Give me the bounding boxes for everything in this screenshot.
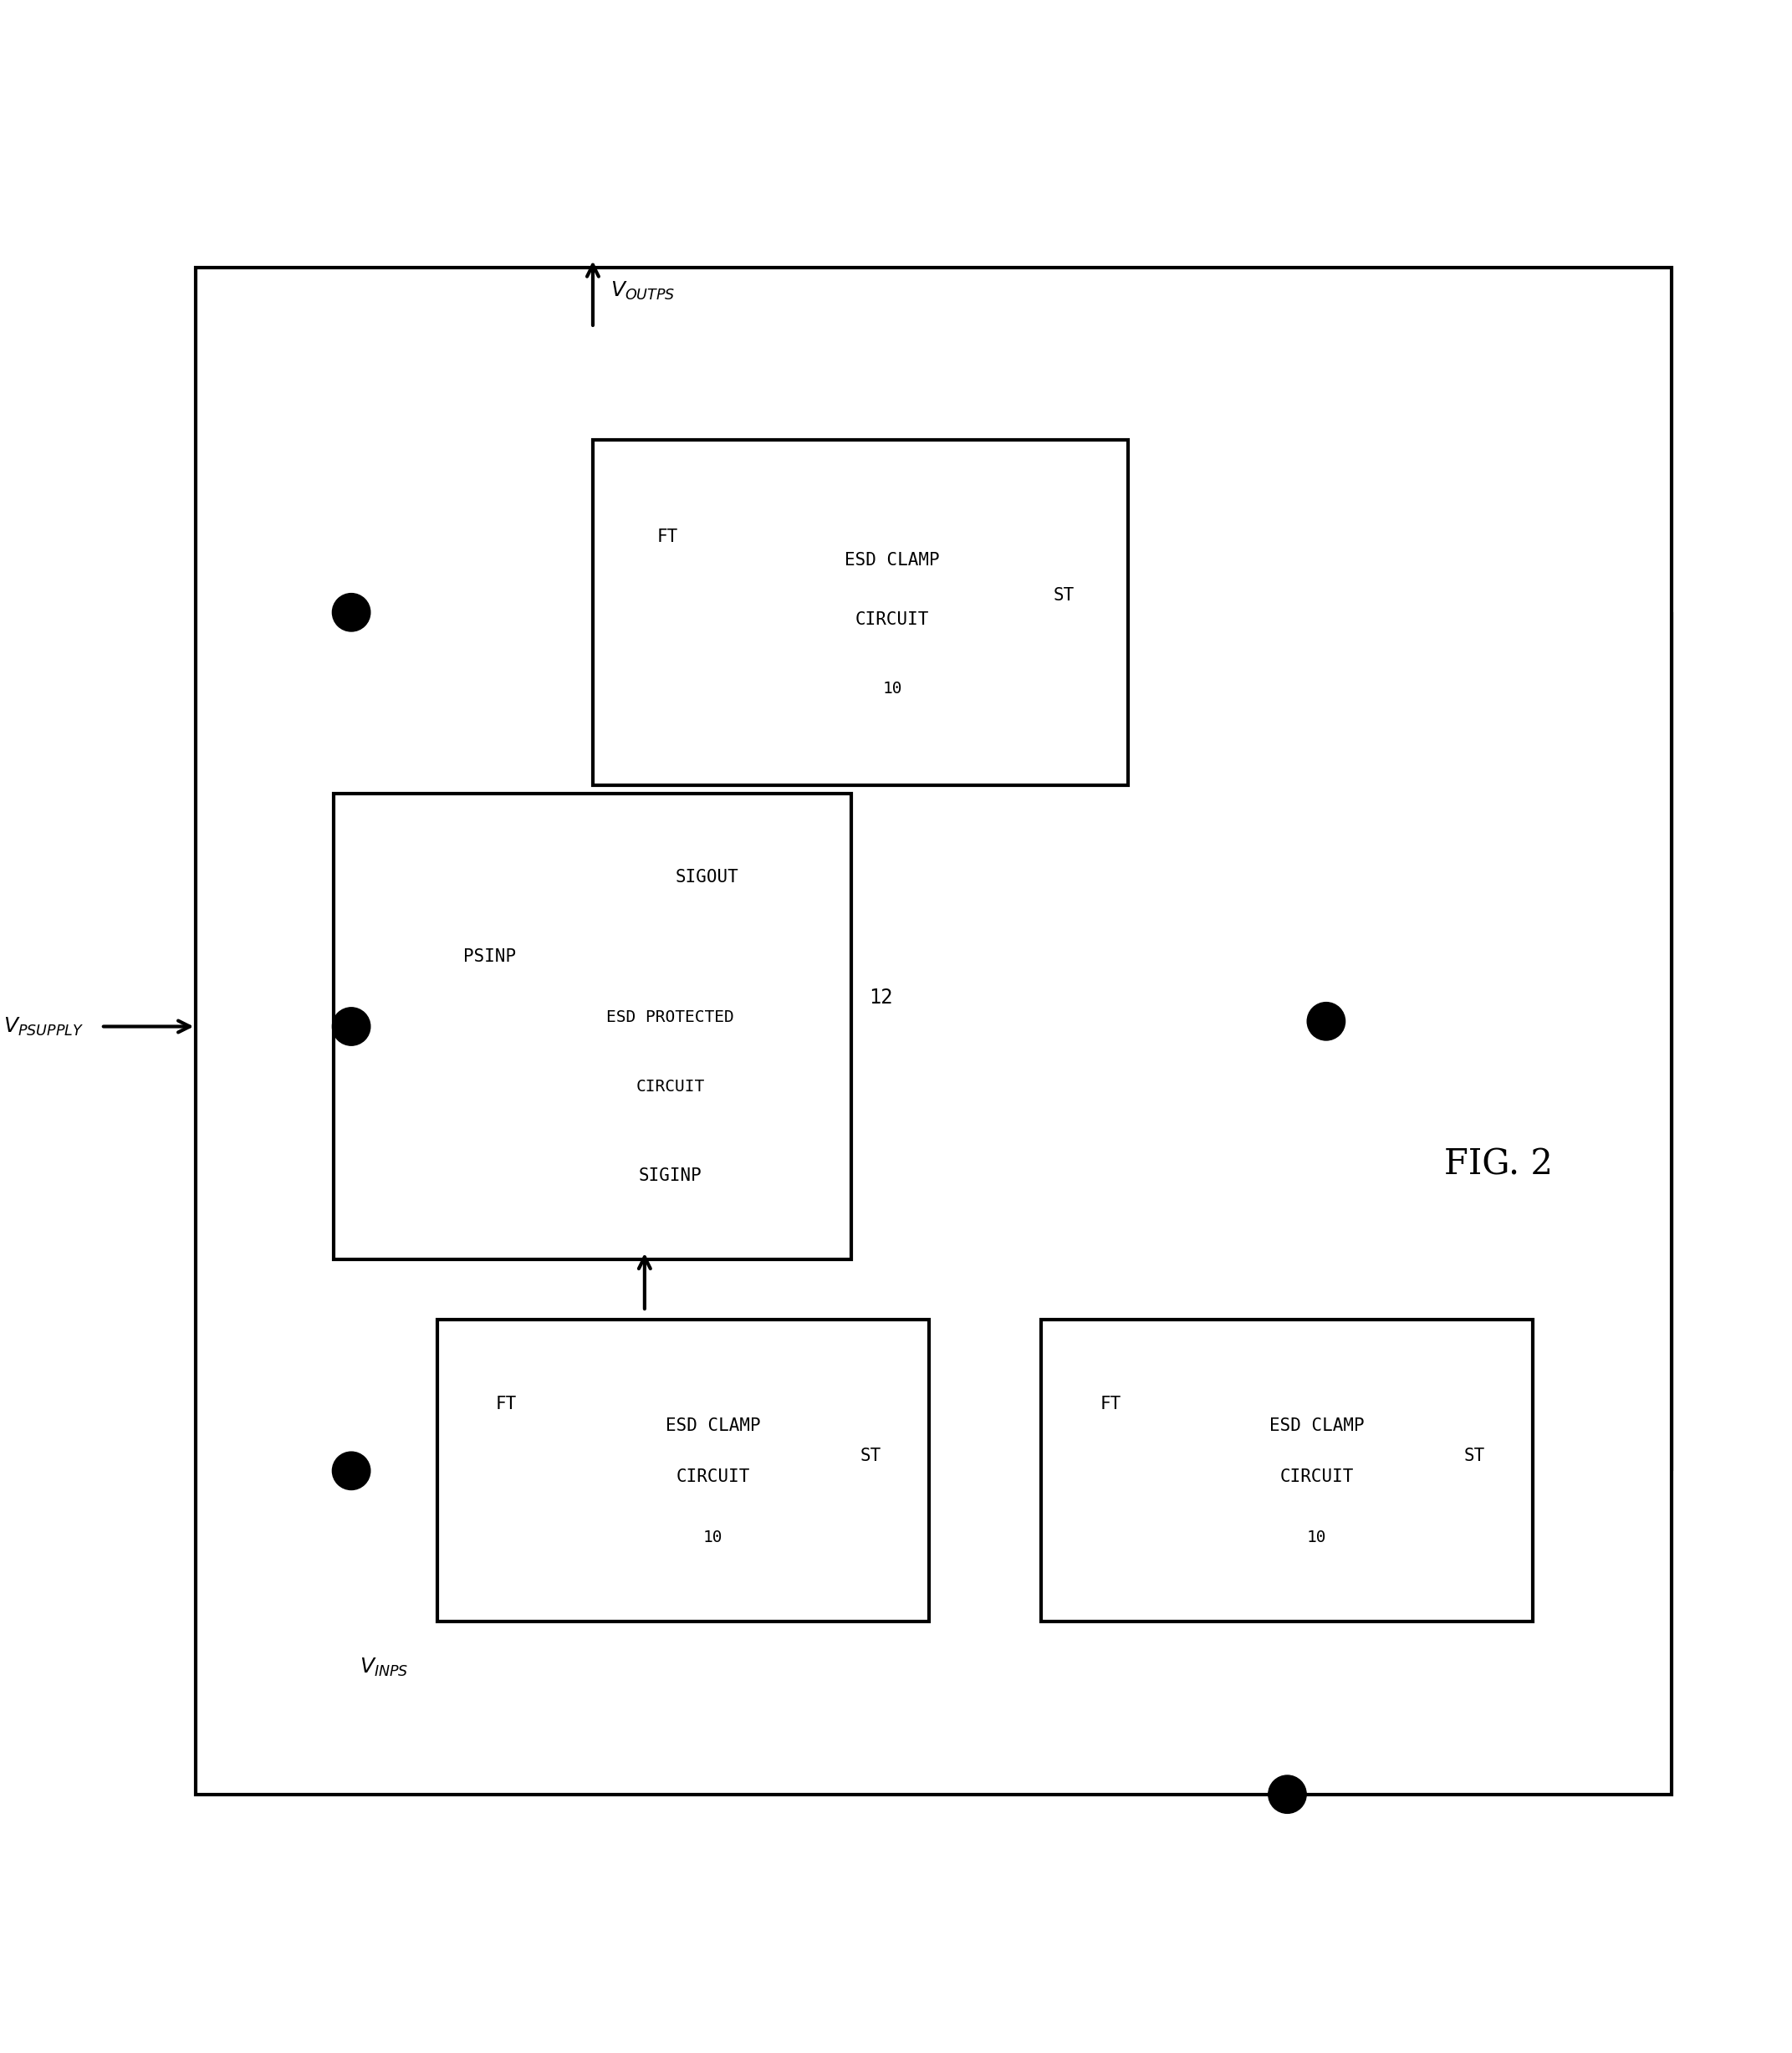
Circle shape xyxy=(332,593,371,632)
Text: ST: ST xyxy=(1464,1447,1486,1464)
Text: ST: ST xyxy=(860,1447,882,1464)
Text: $V_{INPS}$: $V_{INPS}$ xyxy=(360,1657,409,1677)
Text: PSINP: PSINP xyxy=(462,948,516,965)
Text: ESD CLAMP: ESD CLAMP xyxy=(1269,1417,1364,1433)
Text: FT: FT xyxy=(1100,1396,1120,1412)
Text: ESD CLAMP: ESD CLAMP xyxy=(844,552,939,569)
Circle shape xyxy=(332,1451,371,1490)
Text: 10: 10 xyxy=(702,1529,722,1546)
Bar xyxy=(437,1320,930,1622)
Text: SIGINP: SIGINP xyxy=(638,1168,702,1185)
Text: FT: FT xyxy=(496,1396,516,1412)
Bar xyxy=(195,267,1672,1794)
Circle shape xyxy=(1269,1776,1306,1813)
Circle shape xyxy=(332,1008,371,1045)
Text: 10: 10 xyxy=(1306,1529,1326,1546)
Text: ESD PROTECTED: ESD PROTECTED xyxy=(607,1010,735,1024)
Text: 12: 12 xyxy=(869,987,892,1008)
Text: FIG. 2: FIG. 2 xyxy=(1444,1148,1554,1183)
Text: CIRCUIT: CIRCUIT xyxy=(676,1468,749,1484)
Text: $V_{PSUPPLY}$: $V_{PSUPPLY}$ xyxy=(4,1016,84,1037)
Text: 10: 10 xyxy=(882,680,901,696)
Text: CIRCUIT: CIRCUIT xyxy=(636,1080,704,1094)
Text: CIRCUIT: CIRCUIT xyxy=(855,612,930,628)
Text: FT: FT xyxy=(658,528,679,544)
Text: ST: ST xyxy=(1054,587,1073,604)
Bar xyxy=(593,439,1127,784)
Text: ESD CLAMP: ESD CLAMP xyxy=(665,1417,760,1433)
Text: SIGOUT: SIGOUT xyxy=(676,868,738,885)
Circle shape xyxy=(1306,1002,1346,1041)
Text: CIRCUIT: CIRCUIT xyxy=(1279,1468,1353,1484)
Bar xyxy=(1041,1320,1534,1622)
Text: $V_{OUTPS}$: $V_{OUTPS}$ xyxy=(609,279,676,302)
Bar xyxy=(333,795,851,1258)
